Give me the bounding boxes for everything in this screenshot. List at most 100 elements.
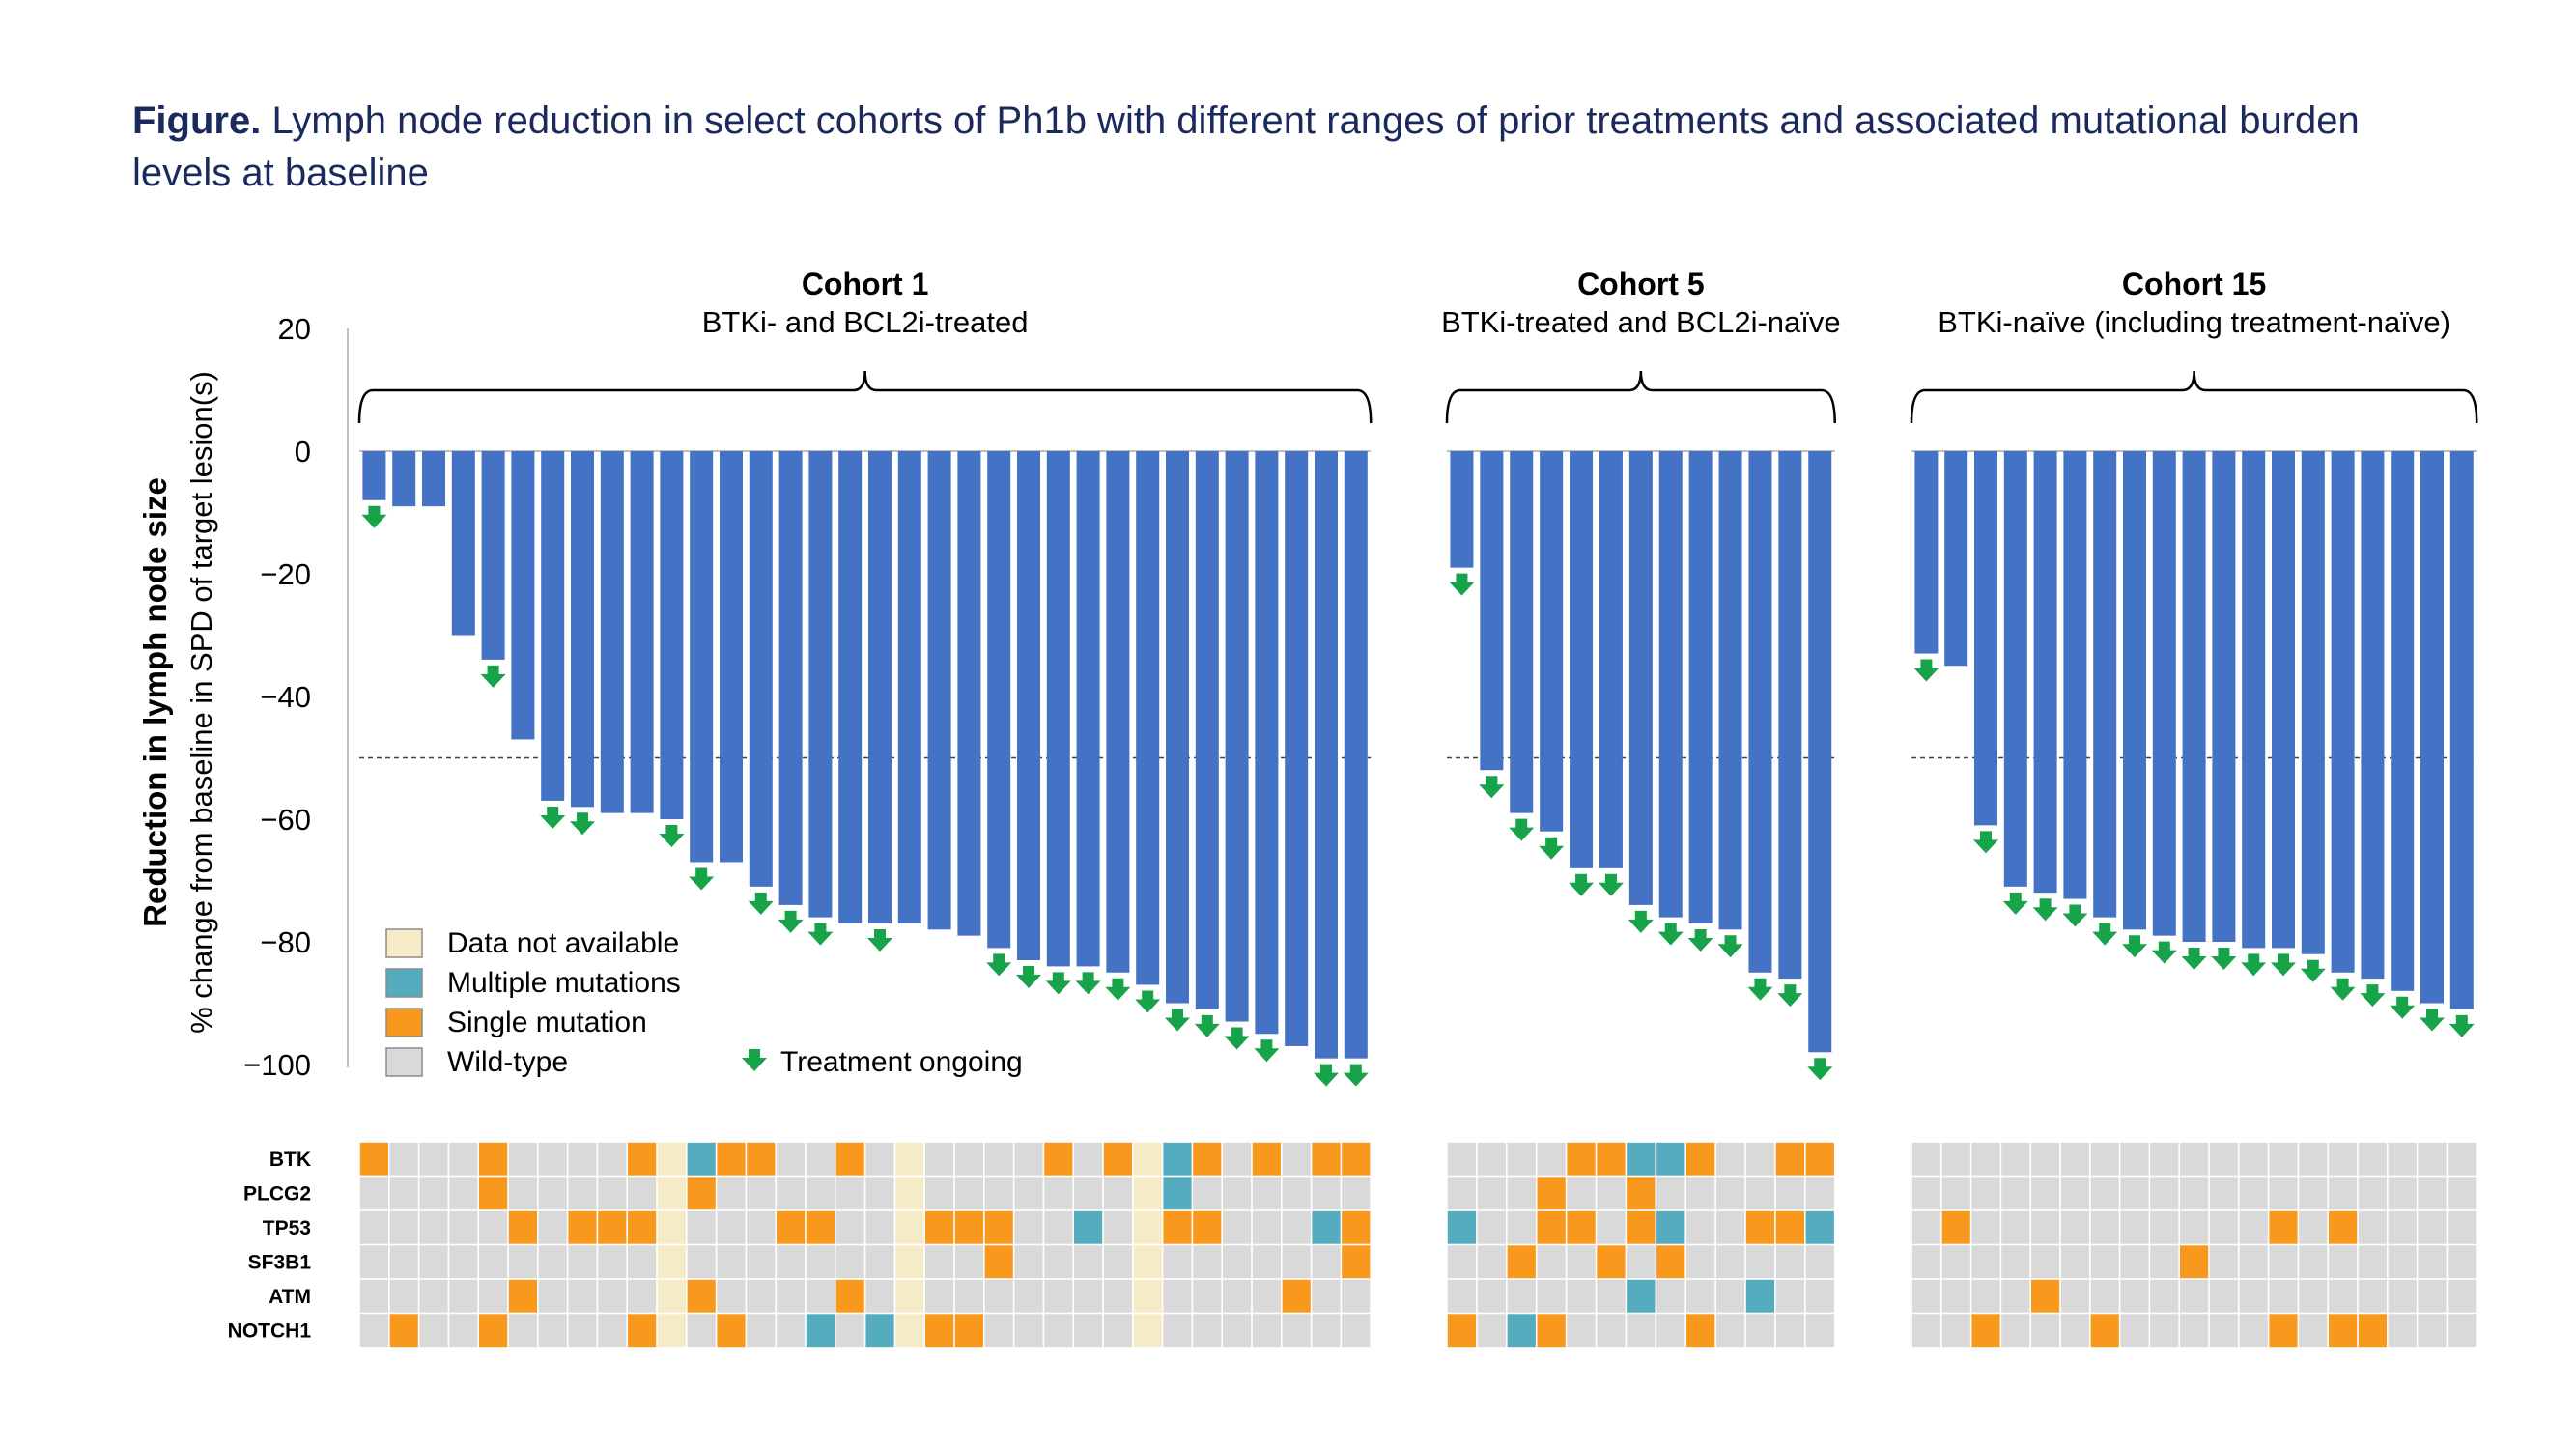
bar <box>1778 451 1802 980</box>
heatmap-cell <box>1074 1210 1103 1244</box>
bar <box>1599 451 1623 868</box>
heatmap-cell <box>1597 1142 1626 1176</box>
heatmap-cell <box>1477 1210 1506 1244</box>
heatmap-cell <box>2329 1210 2358 1244</box>
heatmap-cell <box>1971 1210 2000 1244</box>
heatmap-cell <box>1656 1279 1685 1313</box>
heatmap-cell <box>2418 1314 2447 1348</box>
heatmap-cell <box>1805 1314 1834 1348</box>
heatmap-cell <box>1941 1279 1970 1313</box>
bar <box>362 451 386 500</box>
heatmap-cell <box>2001 1279 2030 1313</box>
bar <box>720 451 743 863</box>
heatmap-cell <box>2120 1245 2149 1279</box>
heatmap-cell <box>2358 1210 2387 1244</box>
bar <box>1570 451 1594 868</box>
bar <box>422 451 445 507</box>
ongoing-arrow-icon <box>1777 984 1803 1008</box>
bar <box>690 451 714 863</box>
heatmap-cell <box>2180 1314 2209 1348</box>
bar <box>1450 451 1474 568</box>
heatmap-cell <box>628 1142 657 1176</box>
heatmap-cell <box>1971 1314 2000 1348</box>
heatmap-cell <box>2388 1314 2417 1348</box>
bar <box>2003 451 2027 887</box>
bar <box>1046 451 1070 967</box>
heatmap-cell <box>2388 1210 2417 1244</box>
heatmap-cell <box>2299 1210 2328 1244</box>
heatmap-cell <box>925 1314 954 1348</box>
y-axis: 20 0 −20 −40 −60 −80 −100 Reduction in lymph no… <box>137 312 349 1082</box>
heatmap-cell <box>2358 1142 2387 1176</box>
bar <box>2212 451 2236 942</box>
heatmap-cell <box>2388 1245 2417 1279</box>
heatmap-cell <box>2239 1142 2268 1176</box>
heatmap-cell <box>1745 1177 1775 1210</box>
heatmap-cell <box>1282 1210 1311 1244</box>
heatmap-cell <box>1627 1279 1656 1313</box>
heatmap-cell <box>777 1177 806 1210</box>
ongoing-arrow-icon <box>1075 972 1101 995</box>
heatmap-cell <box>508 1245 537 1279</box>
heatmap-cell <box>806 1142 835 1176</box>
heatmap-cell <box>2150 1245 2179 1279</box>
heatmap-cell <box>1775 1210 1804 1244</box>
cohort-braces <box>357 370 2478 424</box>
heatmap-cell <box>1507 1279 1536 1313</box>
heatmap-cell <box>628 1314 657 1348</box>
y-tick-label: 0 <box>295 435 311 469</box>
heatmap-cell <box>1447 1210 1477 1244</box>
heatmap-cell <box>1163 1245 1192 1279</box>
bar <box>2301 451 2325 954</box>
heatmap-cell <box>925 1210 954 1244</box>
heatmap-cell <box>1911 1142 1940 1176</box>
bar <box>957 451 981 936</box>
bar <box>1166 451 1189 1004</box>
heatmap-cell <box>1597 1279 1626 1313</box>
heatmap-cell <box>2388 1142 2417 1176</box>
heatmap-cell <box>2031 1210 2060 1244</box>
heatmap-cell <box>2090 1210 2119 1244</box>
heatmap-cell <box>1074 1279 1103 1313</box>
heatmap-cell <box>865 1245 894 1279</box>
heatmap-cell <box>2031 1279 2060 1313</box>
heatmap-cell <box>2418 1210 2447 1244</box>
heatmap-cell <box>479 1142 508 1176</box>
gene-label: ATM <box>269 1286 311 1308</box>
heatmap-cell <box>389 1142 418 1176</box>
heatmap-cell <box>1745 1279 1775 1313</box>
heatmap-cell <box>2150 1279 2179 1313</box>
heatmap-cell <box>419 1142 448 1176</box>
ongoing-arrow-icon <box>659 825 685 847</box>
heatmap-cell <box>1941 1177 1970 1210</box>
heatmap-cell <box>1941 1245 1970 1279</box>
heatmap-cell <box>1044 1314 1073 1348</box>
heatmap-cell <box>747 1314 776 1348</box>
bar <box>778 451 803 905</box>
heatmap-cell <box>1941 1142 1970 1176</box>
heatmap-cell <box>1103 1279 1132 1313</box>
heatmap-cell <box>2060 1210 2089 1244</box>
ongoing-arrow-icon <box>2032 898 2058 922</box>
bar <box>1106 451 1130 973</box>
gene-label: SF3B1 <box>248 1251 312 1273</box>
heatmap-cell <box>568 1279 597 1313</box>
heatmap-cell <box>1686 1314 1715 1348</box>
heatmap-cell <box>419 1314 448 1348</box>
ongoing-arrow-icon <box>2390 996 2416 1019</box>
ongoing-arrow-icon <box>986 953 1012 977</box>
heatmap-cell <box>1715 1314 1745 1348</box>
heatmap-cell <box>1507 1245 1536 1279</box>
heatmap-cell <box>449 1314 478 1348</box>
heatmap-cell <box>1103 1245 1132 1279</box>
heatmap-cell <box>359 1210 388 1244</box>
heatmap-cell <box>1163 1314 1192 1348</box>
heatmap-cell <box>2060 1279 2089 1313</box>
heatmap-cell <box>954 1245 983 1279</box>
heatmap-cell <box>479 1279 508 1313</box>
heatmap-cell <box>1627 1245 1656 1279</box>
heatmap-cell <box>2269 1245 2298 1279</box>
cohort-brace <box>1445 370 1836 424</box>
heatmap-cell <box>747 1245 776 1279</box>
heatmap-cell <box>1342 1245 1371 1279</box>
